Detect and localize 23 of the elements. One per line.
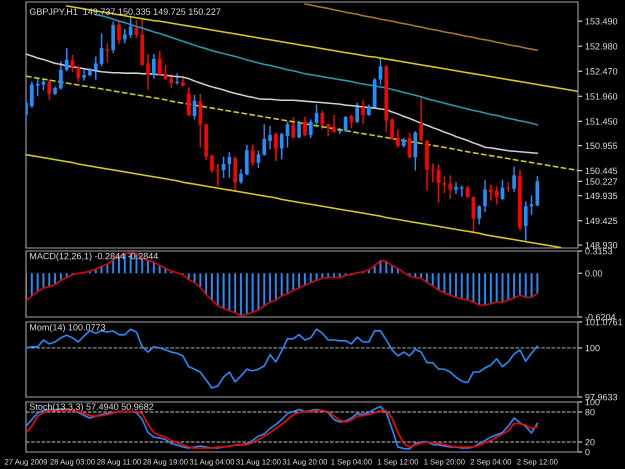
y-tick-label: 152.980	[586, 43, 618, 50]
y-tick-label: 148.930	[586, 242, 618, 248]
y-tick-label: 152.470	[586, 68, 618, 75]
y-tick-label: 101.0761	[586, 318, 622, 326]
y-tick-label: 100	[586, 398, 600, 406]
chart-title: Stoch(13,3,3) 57.4940 50.9682	[30, 403, 154, 412]
y-tick-label: 151.960	[586, 93, 618, 100]
y-tick-label: 97.9633	[585, 394, 618, 400]
y-tick-label: -0.6204	[585, 314, 616, 320]
y-tick-label: 150.227	[586, 178, 618, 185]
y-tick-label: 100	[586, 344, 600, 352]
y-tick-label: 149.425	[586, 218, 618, 224]
y-tick-label: 0	[585, 448, 590, 456]
y-tick-label: 150.955	[586, 142, 618, 149]
y-tick-label: 0.3153	[585, 248, 612, 254]
y-tick-label: 149.935	[586, 192, 618, 200]
y-tick-label: 150.445	[586, 168, 618, 174]
y-tick-label: 151.450	[586, 118, 618, 125]
y-tick-label: 153.490	[586, 18, 618, 25]
y-tick-label: 80	[585, 408, 595, 416]
y-tick-label: 0.00	[585, 270, 602, 277]
chart-title: Mom(14) 100.0773	[30, 324, 106, 332]
y-tick-label: 20	[585, 438, 595, 446]
